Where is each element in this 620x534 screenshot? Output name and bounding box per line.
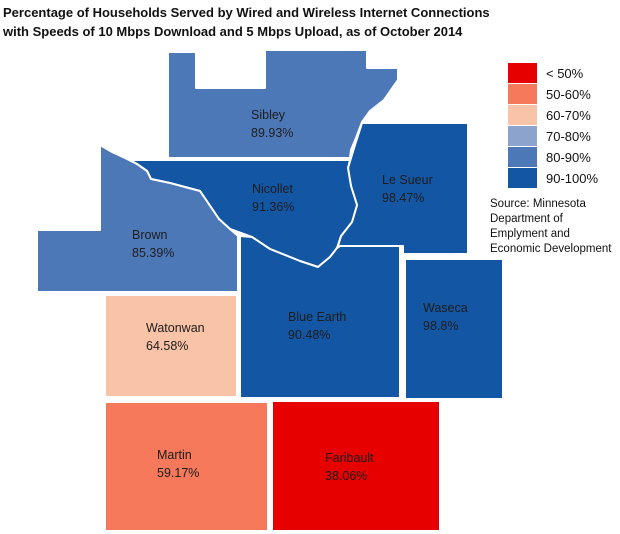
county-name-label-le-sueur: Le Sueur	[382, 173, 433, 187]
legend-swatch-80-90-	[508, 147, 537, 167]
county-shape-watonwan	[104, 294, 238, 398]
legend: < 50% 50-60% 60-70% 70-80% 80-90% 90-100%	[508, 63, 598, 189]
county-name-label-waseca: Waseca	[423, 301, 468, 315]
legend-item--50-: < 50%	[508, 63, 598, 83]
source-line-2: Department of	[490, 213, 563, 225]
source-line-1: Source: Minnesota	[490, 198, 586, 210]
county-value-label-faribault: 38.06%	[325, 469, 367, 483]
county-value-label-nicollet: 91.36%	[252, 200, 294, 214]
legend-item-80-90-: 80-90%	[508, 147, 598, 167]
county-name-label-watonwan: Watonwan	[146, 321, 205, 335]
source-line-4: Economic Development	[490, 243, 612, 255]
county-value-label-brown: 85.39%	[132, 246, 174, 260]
county-shape-brown	[36, 144, 239, 293]
title-line-1: Percentage of Households Served by Wired…	[3, 5, 490, 20]
county-name-label-faribault: Faribault	[325, 451, 374, 465]
legend-swatch-60-70-	[508, 105, 537, 125]
legend-label-90-100-: 90-100%	[546, 170, 599, 186]
legend-label-70-80-: 70-80%	[546, 128, 591, 144]
county-value-label-blue-earth: 90.48%	[288, 328, 330, 342]
county-name-label-martin: Martin	[157, 448, 192, 462]
legend-swatch-50-60-	[508, 84, 537, 104]
legend-swatch-70-80-	[508, 126, 537, 146]
source-line-3: Emplyment and	[490, 228, 570, 240]
county-name-label-nicollet: Nicollet	[252, 182, 294, 196]
legend-item-50-60-: 50-60%	[508, 84, 598, 104]
legend-swatch-90-100-	[508, 168, 537, 188]
county-shape-sibley	[167, 49, 399, 159]
county-shape-waseca	[404, 258, 504, 400]
county-value-label-sibley: 89.93%	[251, 126, 293, 140]
legend-item-90-100-: 90-100%	[508, 168, 598, 188]
county-shape-faribault	[271, 400, 441, 532]
county-shape-blue-earth	[239, 235, 401, 399]
legend-label-50-60-: 50-60%	[546, 86, 591, 102]
legend-label--50-: < 50%	[546, 65, 584, 81]
county-shape-le-sueur	[337, 122, 469, 255]
legend-item-70-80-: 70-80%	[508, 126, 598, 146]
county-value-label-martin: 59.17%	[157, 466, 199, 480]
legend-label-80-90-: 80-90%	[546, 149, 591, 165]
county-name-label-sibley: Sibley	[251, 108, 286, 122]
legend-item-60-70-: 60-70%	[508, 105, 598, 125]
county-name-label-brown: Brown	[132, 228, 167, 242]
legend-label-60-70-: 60-70%	[546, 107, 591, 123]
county-value-label-waseca: 98.8%	[423, 319, 458, 333]
chart-title: Percentage of Households Served by Wired…	[3, 3, 617, 41]
county-shape-martin	[104, 401, 269, 532]
legend-swatch--50-	[508, 63, 537, 83]
county-value-label-le-sueur: 98.47%	[382, 191, 424, 205]
county-name-label-blue-earth: Blue Earth	[288, 310, 346, 324]
title-line-2: with Speeds of 10 Mbps Download and 5 Mb…	[3, 24, 463, 39]
source-attribution: Source: Minnesota Department of Emplyment …	[490, 197, 618, 257]
county-value-label-watonwan: 64.58%	[146, 339, 188, 353]
